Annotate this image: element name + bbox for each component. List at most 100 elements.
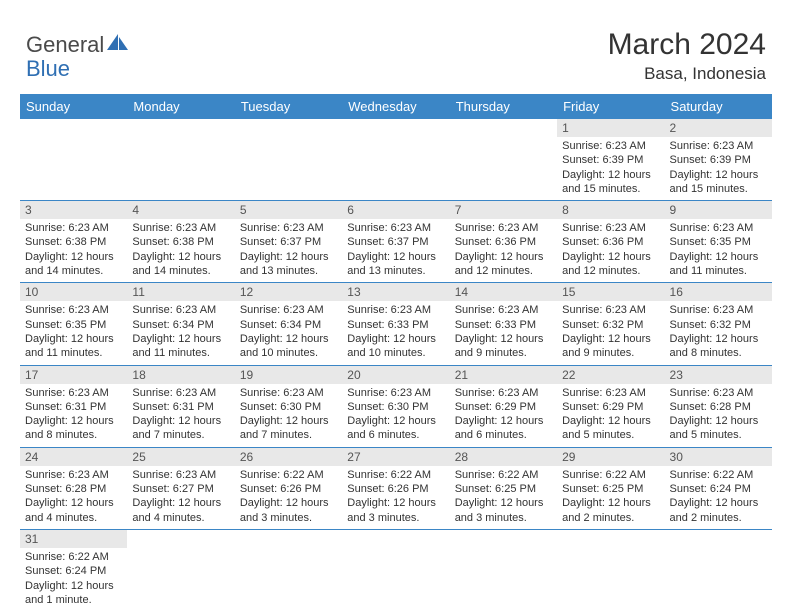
day-details: Sunrise: 6:23 AMSunset: 6:28 PMDaylight:… (20, 466, 127, 529)
calendar-cell (665, 529, 772, 611)
sunrise-text: Sunrise: 6:22 AM (347, 468, 444, 482)
month-title: March 2024 (608, 28, 766, 62)
calendar-cell: 1Sunrise: 6:23 AMSunset: 6:39 PMDaylight… (557, 119, 664, 201)
calendar-cell: 7Sunrise: 6:23 AMSunset: 6:36 PMDaylight… (450, 201, 557, 283)
calendar-row: 10Sunrise: 6:23 AMSunset: 6:35 PMDayligh… (20, 283, 772, 365)
daylight-text: Daylight: 12 hours and 3 minutes. (455, 496, 552, 525)
day-details: Sunrise: 6:23 AMSunset: 6:38 PMDaylight:… (127, 219, 234, 282)
daylight-text: Daylight: 12 hours and 6 minutes. (347, 414, 444, 443)
location-label: Basa, Indonesia (608, 64, 766, 84)
sunrise-text: Sunrise: 6:23 AM (455, 221, 552, 235)
calendar-cell: 8Sunrise: 6:23 AMSunset: 6:36 PMDaylight… (557, 201, 664, 283)
sunset-text: Sunset: 6:30 PM (240, 400, 337, 414)
daylight-text: Daylight: 12 hours and 11 minutes. (25, 332, 122, 361)
day-number: 3 (20, 201, 127, 219)
calendar-cell: 21Sunrise: 6:23 AMSunset: 6:29 PMDayligh… (450, 365, 557, 447)
calendar-cell: 30Sunrise: 6:22 AMSunset: 6:24 PMDayligh… (665, 447, 772, 529)
sunset-text: Sunset: 6:38 PM (25, 235, 122, 249)
day-number: 8 (557, 201, 664, 219)
sunrise-text: Sunrise: 6:22 AM (240, 468, 337, 482)
daylight-text: Daylight: 12 hours and 12 minutes. (562, 250, 659, 279)
daylight-text: Daylight: 12 hours and 5 minutes. (670, 414, 767, 443)
sunset-text: Sunset: 6:34 PM (132, 318, 229, 332)
sunrise-text: Sunrise: 6:23 AM (25, 386, 122, 400)
day-details: Sunrise: 6:22 AMSunset: 6:24 PMDaylight:… (665, 466, 772, 529)
day-details: Sunrise: 6:23 AMSunset: 6:27 PMDaylight:… (127, 466, 234, 529)
sunset-text: Sunset: 6:39 PM (562, 153, 659, 167)
sunset-text: Sunset: 6:35 PM (25, 318, 122, 332)
daylight-text: Daylight: 12 hours and 6 minutes. (455, 414, 552, 443)
sunrise-text: Sunrise: 6:23 AM (25, 303, 122, 317)
calendar-cell (450, 529, 557, 611)
weekday-header: Sunday (20, 94, 127, 119)
day-number: 14 (450, 283, 557, 301)
day-details: Sunrise: 6:23 AMSunset: 6:33 PMDaylight:… (342, 301, 449, 364)
day-number: 22 (557, 366, 664, 384)
calendar-cell: 17Sunrise: 6:23 AMSunset: 6:31 PMDayligh… (20, 365, 127, 447)
calendar-cell: 3Sunrise: 6:23 AMSunset: 6:38 PMDaylight… (20, 201, 127, 283)
sunset-text: Sunset: 6:24 PM (25, 564, 122, 578)
sunset-text: Sunset: 6:25 PM (455, 482, 552, 496)
sunrise-text: Sunrise: 6:23 AM (562, 303, 659, 317)
calendar-cell: 12Sunrise: 6:23 AMSunset: 6:34 PMDayligh… (235, 283, 342, 365)
daylight-text: Daylight: 12 hours and 8 minutes. (670, 332, 767, 361)
day-details: Sunrise: 6:23 AMSunset: 6:37 PMDaylight:… (342, 219, 449, 282)
day-details: Sunrise: 6:22 AMSunset: 6:26 PMDaylight:… (235, 466, 342, 529)
day-details: Sunrise: 6:23 AMSunset: 6:35 PMDaylight:… (20, 301, 127, 364)
day-details: Sunrise: 6:23 AMSunset: 6:28 PMDaylight:… (665, 384, 772, 447)
calendar-cell: 23Sunrise: 6:23 AMSunset: 6:28 PMDayligh… (665, 365, 772, 447)
sunrise-text: Sunrise: 6:23 AM (132, 468, 229, 482)
sunset-text: Sunset: 6:26 PM (240, 482, 337, 496)
sunset-text: Sunset: 6:32 PM (562, 318, 659, 332)
day-details: Sunrise: 6:23 AMSunset: 6:30 PMDaylight:… (342, 384, 449, 447)
daylight-text: Daylight: 12 hours and 10 minutes. (347, 332, 444, 361)
day-number: 6 (342, 201, 449, 219)
day-details: Sunrise: 6:23 AMSunset: 6:29 PMDaylight:… (450, 384, 557, 447)
day-number: 19 (235, 366, 342, 384)
calendar-cell: 26Sunrise: 6:22 AMSunset: 6:26 PMDayligh… (235, 447, 342, 529)
day-number: 27 (342, 448, 449, 466)
calendar-cell (20, 119, 127, 201)
sunrise-text: Sunrise: 6:23 AM (670, 303, 767, 317)
sunset-text: Sunset: 6:29 PM (455, 400, 552, 414)
calendar-cell (235, 529, 342, 611)
sunrise-text: Sunrise: 6:23 AM (347, 303, 444, 317)
sunset-text: Sunset: 6:37 PM (347, 235, 444, 249)
sunrise-text: Sunrise: 6:23 AM (240, 386, 337, 400)
daylight-text: Daylight: 12 hours and 10 minutes. (240, 332, 337, 361)
calendar-cell: 28Sunrise: 6:22 AMSunset: 6:25 PMDayligh… (450, 447, 557, 529)
calendar-row: 31Sunrise: 6:22 AMSunset: 6:24 PMDayligh… (20, 529, 772, 611)
day-details: Sunrise: 6:22 AMSunset: 6:25 PMDaylight:… (557, 466, 664, 529)
day-number: 23 (665, 366, 772, 384)
sunrise-text: Sunrise: 6:23 AM (25, 221, 122, 235)
daylight-text: Daylight: 12 hours and 4 minutes. (25, 496, 122, 525)
daylight-text: Daylight: 12 hours and 11 minutes. (670, 250, 767, 279)
weekday-header: Tuesday (235, 94, 342, 119)
daylight-text: Daylight: 12 hours and 7 minutes. (240, 414, 337, 443)
day-number: 4 (127, 201, 234, 219)
day-number: 30 (665, 448, 772, 466)
daylight-text: Daylight: 12 hours and 14 minutes. (25, 250, 122, 279)
sunrise-text: Sunrise: 6:23 AM (240, 221, 337, 235)
day-details: Sunrise: 6:23 AMSunset: 6:32 PMDaylight:… (557, 301, 664, 364)
day-number: 15 (557, 283, 664, 301)
sunset-text: Sunset: 6:35 PM (670, 235, 767, 249)
day-number: 18 (127, 366, 234, 384)
weekday-header: Thursday (450, 94, 557, 119)
calendar-cell: 2Sunrise: 6:23 AMSunset: 6:39 PMDaylight… (665, 119, 772, 201)
sunset-text: Sunset: 6:24 PM (670, 482, 767, 496)
day-details: Sunrise: 6:23 AMSunset: 6:38 PMDaylight:… (20, 219, 127, 282)
sunset-text: Sunset: 6:28 PM (670, 400, 767, 414)
sunrise-text: Sunrise: 6:23 AM (25, 468, 122, 482)
daylight-text: Daylight: 12 hours and 4 minutes. (132, 496, 229, 525)
calendar-cell: 27Sunrise: 6:22 AMSunset: 6:26 PMDayligh… (342, 447, 449, 529)
sunset-text: Sunset: 6:38 PM (132, 235, 229, 249)
day-number: 11 (127, 283, 234, 301)
day-number: 17 (20, 366, 127, 384)
day-number: 25 (127, 448, 234, 466)
day-number: 2 (665, 119, 772, 137)
sunrise-text: Sunrise: 6:23 AM (455, 303, 552, 317)
sunrise-text: Sunrise: 6:23 AM (562, 386, 659, 400)
calendar-cell (342, 119, 449, 201)
daylight-text: Daylight: 12 hours and 13 minutes. (347, 250, 444, 279)
